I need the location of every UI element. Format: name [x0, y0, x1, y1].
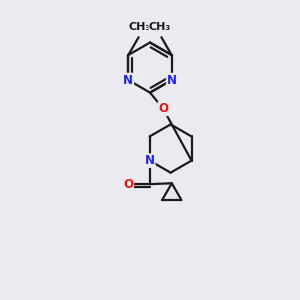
- Text: N: N: [167, 74, 177, 87]
- Text: O: O: [158, 102, 168, 115]
- Text: N: N: [123, 74, 133, 87]
- Text: N: N: [145, 154, 155, 167]
- Text: CH₃: CH₃: [129, 22, 151, 32]
- Text: CH₃: CH₃: [149, 22, 171, 32]
- Text: O: O: [123, 178, 133, 191]
